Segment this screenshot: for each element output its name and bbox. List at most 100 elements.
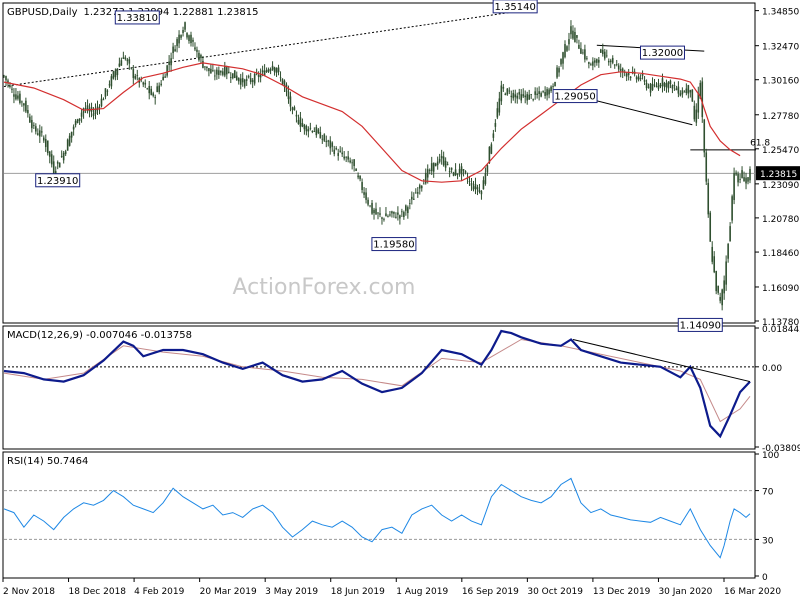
candle-body	[532, 99, 534, 101]
candle-body	[76, 119, 79, 123]
candle-body	[164, 76, 166, 78]
candle-body	[440, 155, 443, 159]
candle-body	[321, 138, 324, 140]
candle-body	[5, 76, 7, 81]
candle-body	[486, 165, 489, 173]
candle-body	[426, 169, 429, 178]
rsi-title: RSI(14) 50.7464	[7, 456, 88, 467]
candle-body	[566, 46, 568, 51]
candle-body	[335, 148, 338, 150]
candle-body	[496, 108, 499, 118]
candle-body	[31, 119, 33, 129]
candle-body	[283, 80, 286, 87]
candle-body	[580, 48, 582, 54]
candle-body	[383, 218, 385, 220]
candle-body	[377, 212, 379, 214]
candle-body	[671, 85, 674, 89]
candle-body	[261, 70, 264, 73]
candle-body	[647, 86, 650, 88]
candle-body	[470, 183, 473, 186]
candle-body	[237, 77, 240, 82]
candle-body	[100, 98, 103, 107]
candle-body	[536, 93, 538, 95]
candle-body	[325, 140, 328, 143]
candle-body	[564, 44, 566, 58]
candle-body	[33, 125, 35, 126]
candle-body	[60, 155, 63, 157]
candle-body	[436, 161, 439, 166]
candle-body	[568, 39, 570, 45]
candle-body	[719, 297, 721, 301]
candle-body	[44, 138, 47, 148]
candle-body	[78, 118, 81, 121]
candle-body	[464, 171, 467, 173]
candle-body	[329, 140, 332, 149]
macd-y-tick-label: -0.038095	[762, 444, 800, 454]
candle-body	[206, 66, 208, 69]
price-y-tick-label: 1.20780	[762, 215, 799, 225]
candle-body	[106, 90, 109, 92]
candle-body	[72, 126, 75, 130]
price-label-box	[639, 45, 685, 60]
candle-body	[484, 173, 487, 184]
candle-body	[695, 109, 698, 123]
price-y-tick-label: 1.34850	[762, 8, 799, 18]
candle-body	[64, 151, 67, 155]
candle-body	[144, 82, 147, 85]
candle-body	[546, 89, 548, 96]
candle-body	[218, 70, 220, 75]
candle-body	[416, 192, 419, 194]
candle-body	[508, 90, 511, 92]
candle-body	[200, 55, 202, 59]
candle-body	[603, 51, 606, 59]
candle-body	[35, 126, 37, 132]
candle-body	[331, 142, 334, 147]
candle-body	[681, 90, 684, 95]
candle-body	[241, 78, 244, 83]
candle-body	[607, 60, 610, 63]
candle-body	[468, 181, 471, 182]
candle-body	[629, 76, 632, 78]
candle-body	[446, 164, 449, 165]
x-tick-label: 30 Oct 2019	[527, 587, 583, 597]
candle-body	[285, 84, 288, 92]
price-label-box	[552, 89, 598, 104]
candle-body	[102, 99, 105, 101]
candle-body	[649, 83, 652, 93]
candle-body	[202, 60, 204, 68]
candle-body	[687, 85, 690, 94]
candle-body	[379, 213, 381, 215]
candle-body	[538, 91, 540, 94]
candle-body	[663, 82, 666, 87]
candle-body	[104, 88, 107, 97]
candle-body	[327, 140, 330, 142]
candle-body	[444, 160, 447, 168]
candle-body	[713, 256, 716, 273]
candle-body	[727, 244, 729, 259]
candle-body	[574, 31, 576, 42]
candle-body	[54, 171, 57, 174]
price-title: GBPUSD,Daily 1.23273 1.23894 1.22881 1.23…	[7, 7, 258, 18]
candle-body	[74, 120, 77, 126]
candle-body	[679, 93, 682, 96]
candle-body	[287, 91, 290, 100]
candle-body	[498, 98, 501, 113]
candle-body	[375, 208, 377, 215]
candle-body	[289, 96, 292, 107]
candle-body	[673, 84, 676, 86]
x-tick-label: 1 Aug 2019	[396, 587, 448, 597]
candle-body	[661, 78, 664, 86]
candle-body	[409, 202, 411, 204]
candle-body	[413, 198, 415, 200]
candle-body	[452, 172, 455, 176]
candle-body	[689, 90, 692, 93]
candle-body	[522, 94, 525, 97]
candle-body	[472, 186, 475, 190]
candle-body	[94, 108, 97, 114]
candle-body	[134, 76, 137, 79]
candle-body	[114, 71, 117, 77]
candle-body	[220, 70, 222, 73]
candle-body	[267, 69, 270, 72]
candle-body	[58, 162, 61, 168]
candle-body	[3, 75, 5, 77]
